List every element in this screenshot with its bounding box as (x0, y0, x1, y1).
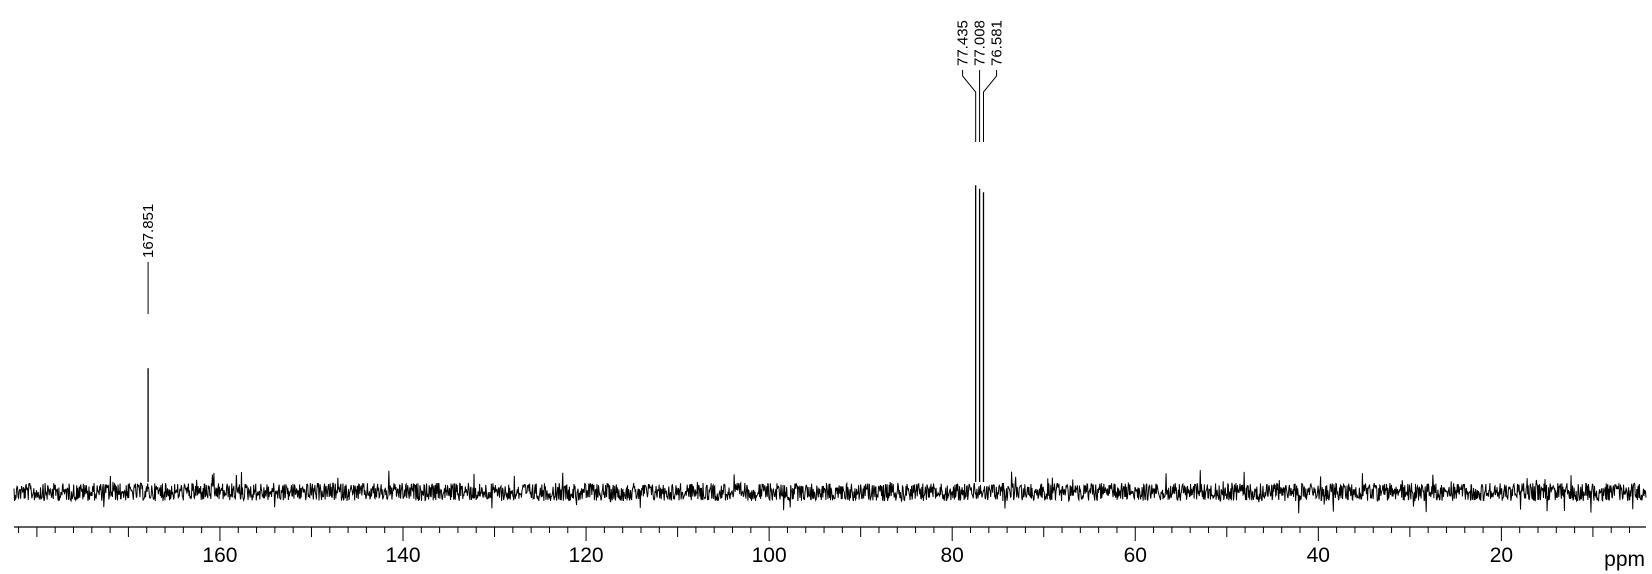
peaks-layer (147, 185, 985, 482)
x-tick-label: 100 (752, 544, 787, 567)
peak-label: 77.435 (955, 20, 972, 66)
peak-label: 167.851 (140, 204, 157, 258)
peak-label: 76.581 (989, 20, 1006, 66)
x-tick-label: 20 (1490, 544, 1513, 567)
peak-labels: 167.851 77.435 77.008 76.581 (140, 20, 1006, 314)
x-axis-ticks: 160 140 120 100 80 60 40 20 (18, 527, 1631, 567)
peak-leader-line (962, 70, 977, 142)
peak-leader-line (982, 70, 998, 142)
x-tick-label: 140 (385, 544, 420, 567)
x-tick-label: 80 (941, 544, 964, 567)
x-tick-label: 40 (1307, 544, 1330, 567)
peak-label: 77.008 (972, 20, 989, 66)
x-tick-label: 120 (569, 544, 604, 567)
x-tick-label: 60 (1124, 544, 1147, 567)
spectrum-trace (13, 470, 1647, 514)
x-axis-unit-label: ppm (1604, 548, 1645, 571)
x-tick-label: 160 (202, 544, 237, 567)
